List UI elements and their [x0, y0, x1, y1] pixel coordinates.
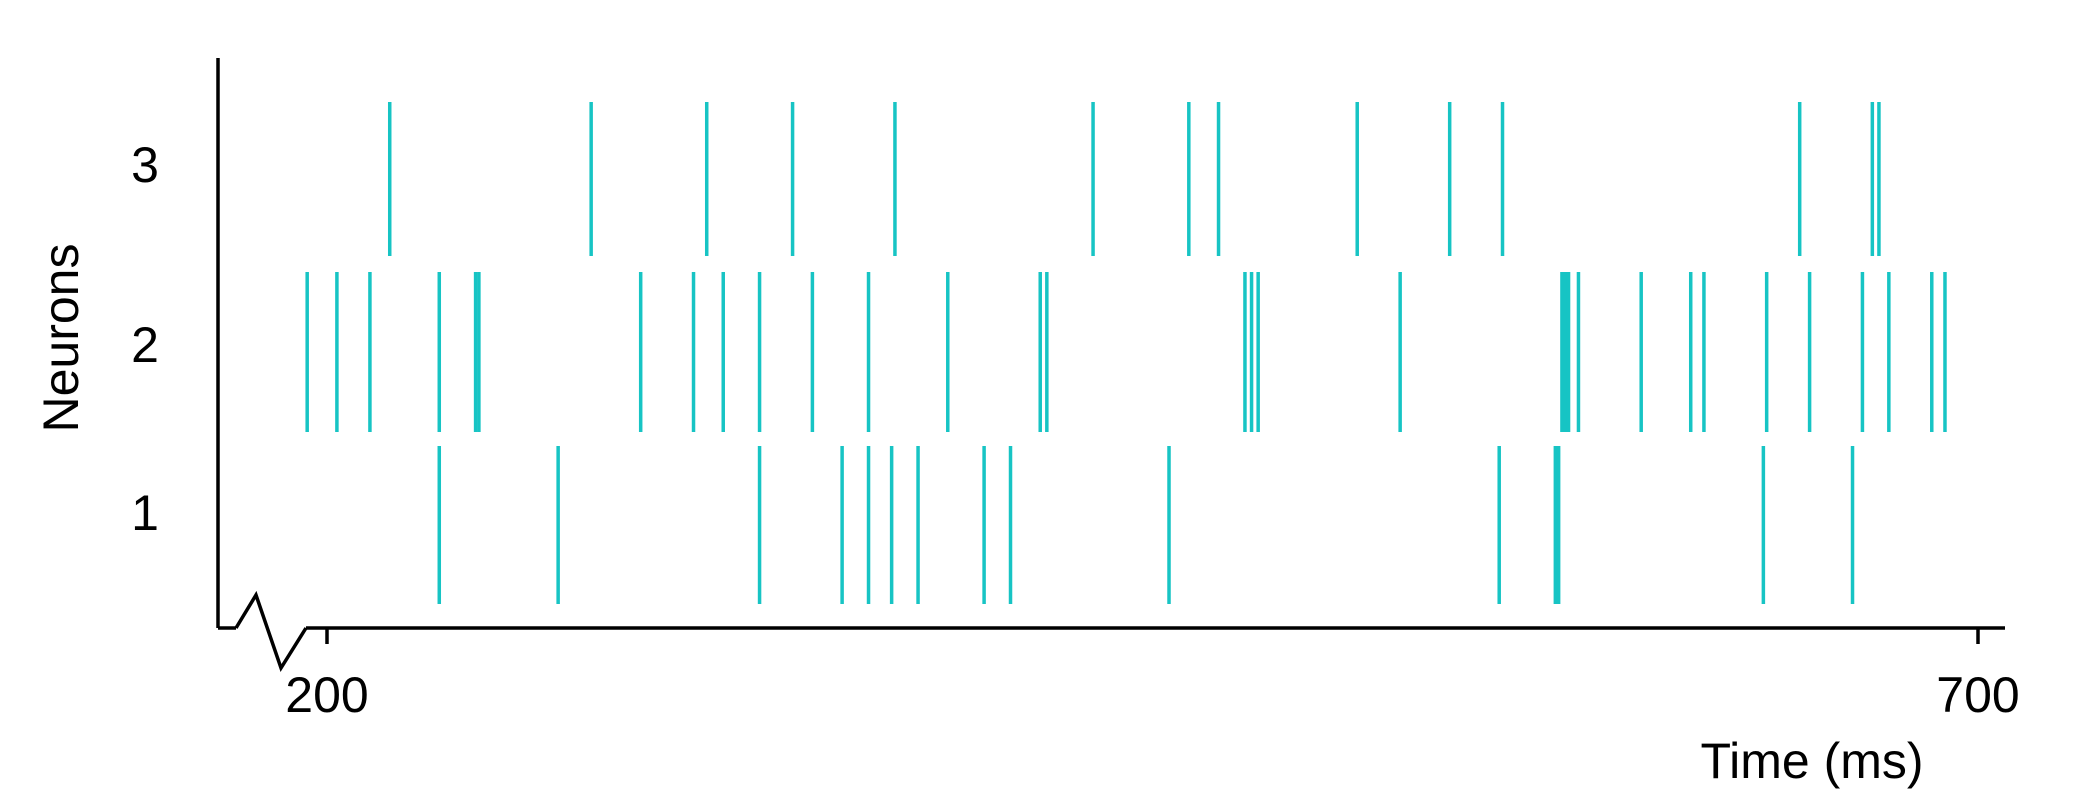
axes — [216, 58, 2005, 673]
axis-break-mark — [234, 590, 308, 673]
y-tick-labels: 3 2 1 — [131, 137, 159, 541]
y-axis-title: Neurons — [33, 244, 89, 433]
spike-marks — [305, 102, 1947, 604]
x-ticks: 200 700 — [285, 628, 2020, 723]
y-tick-label-1: 1 — [131, 485, 159, 541]
x-tick-label-200: 200 — [285, 667, 368, 723]
y-tick-label-2: 2 — [131, 317, 159, 373]
x-tick-label-700: 700 — [1936, 667, 2019, 723]
y-tick-label-3: 3 — [131, 137, 159, 193]
x-axis-title: Time (ms) — [1700, 733, 1923, 789]
